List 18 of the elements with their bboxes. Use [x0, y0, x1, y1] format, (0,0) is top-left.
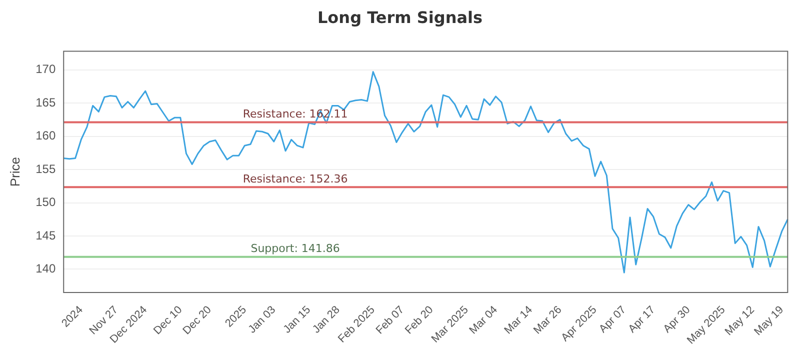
y-tick-label: 145	[36, 228, 56, 242]
x-tick-label: Apr 07	[597, 304, 628, 336]
y-tick-label: 160	[36, 128, 56, 143]
ref-line-label: Resistance: 152.36	[242, 172, 348, 186]
y-tick-label: 165	[36, 95, 56, 110]
chart-title: Long Term Signals	[316, 7, 484, 29]
y-tick-label: 140	[36, 262, 56, 276]
ref-line-label: Support: 141.86	[250, 242, 340, 256]
x-tick-label: Feb 20	[403, 304, 436, 337]
y-axis-title: Price	[7, 157, 22, 187]
y-tick-label: 155	[36, 162, 56, 176]
x-tick-label: Jan 03	[246, 304, 278, 336]
y-tick-label: 170	[36, 62, 56, 76]
x-tick-label: Apr 17	[626, 304, 658, 336]
x-tick-label: Jan 15	[281, 304, 314, 336]
x-tick-label: Mar 04	[467, 304, 500, 337]
y-tick-label: 150	[36, 195, 56, 210]
x-tick-label: Dec 20	[180, 304, 214, 338]
